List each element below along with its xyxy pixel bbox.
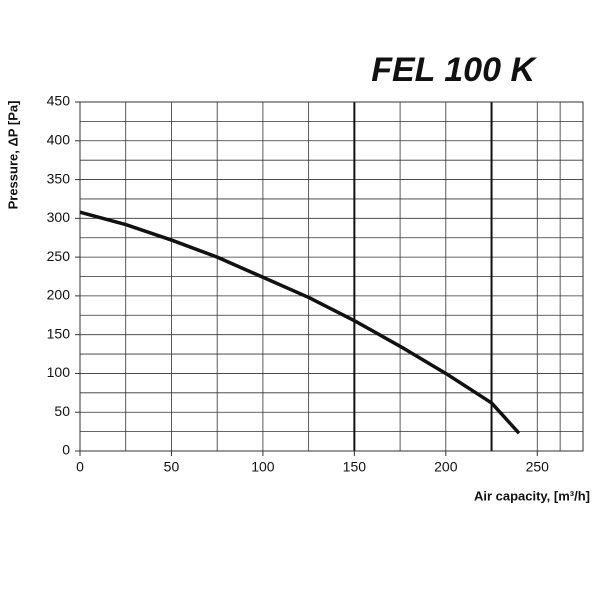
y-tick-label: 450 [47, 93, 71, 109]
x-tick-label: 0 [76, 459, 84, 475]
y-tick-label: 200 [47, 287, 71, 303]
y-tick-label: 50 [54, 403, 70, 419]
plot-frame [79, 101, 584, 452]
x-tick-label: 200 [434, 459, 458, 475]
chart-title: FEL 100 K [371, 51, 537, 89]
y-axis-label: Pressure, ΔP [Pa] [5, 101, 20, 210]
curve [79, 210, 521, 435]
x-tick-label: 50 [164, 459, 180, 475]
y-tick-label: 0 [62, 442, 70, 458]
y-tick-label: 100 [47, 364, 71, 380]
y-tick-label: 350 [47, 170, 71, 186]
x-axis-label: Air capacity, [m³/h] [474, 488, 590, 503]
y-tick-label: 300 [47, 209, 71, 225]
x-tick-label: 150 [343, 459, 367, 475]
x-tick-label: 100 [251, 459, 275, 475]
y-tick-label: 150 [47, 325, 71, 341]
y-tick-label: 400 [47, 131, 71, 147]
x-tick-label: 250 [526, 459, 550, 475]
y-tick-label: 250 [47, 248, 71, 264]
